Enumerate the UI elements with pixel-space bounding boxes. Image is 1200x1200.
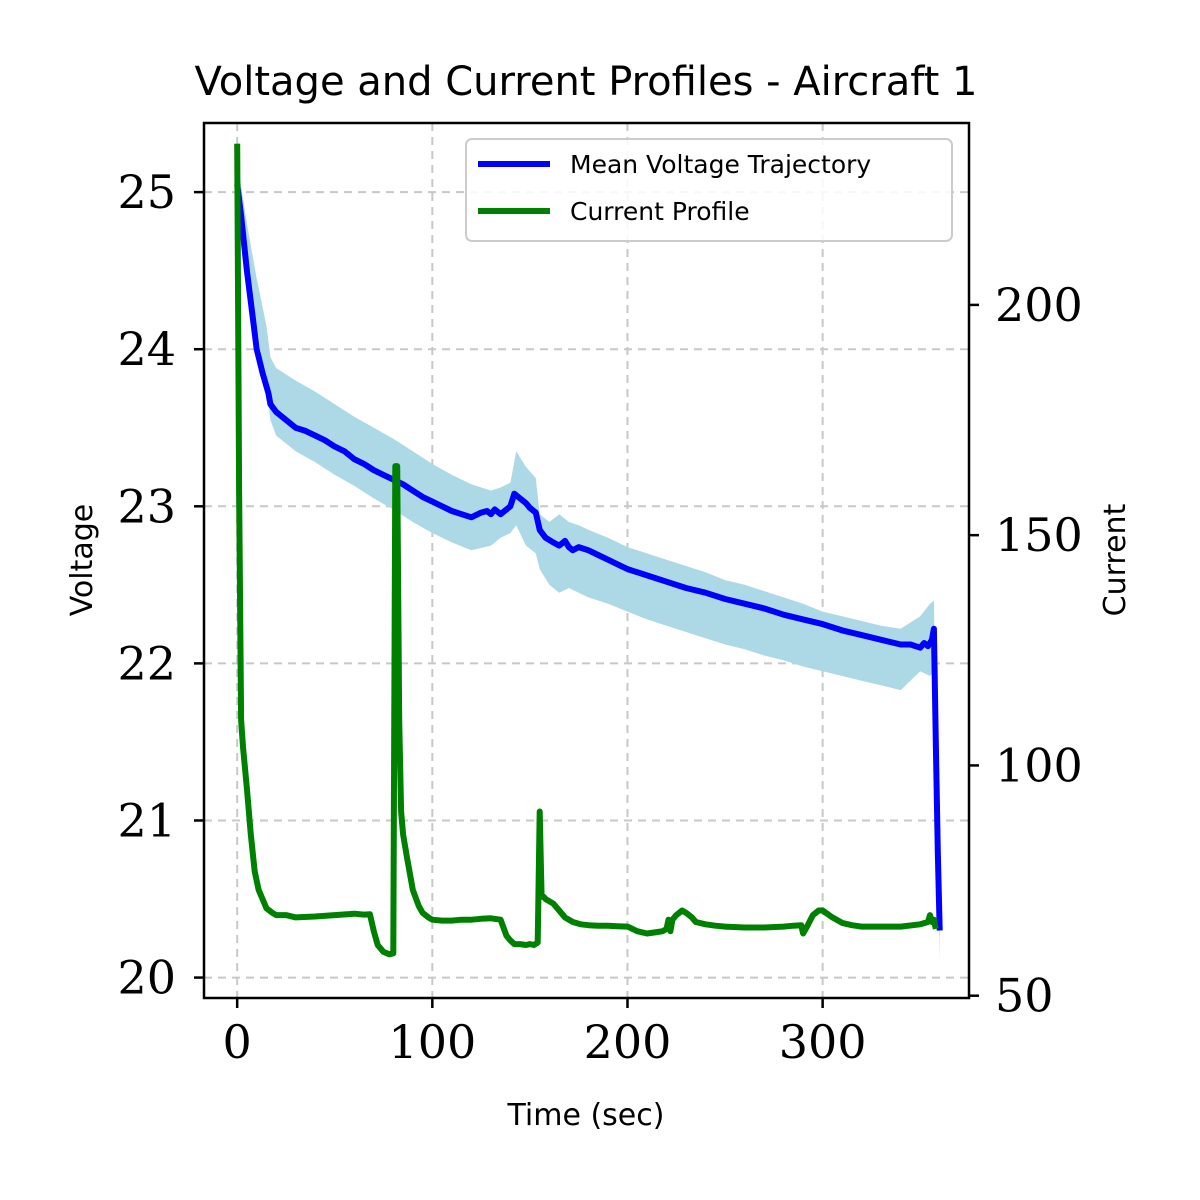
y-tick-label: 23 (117, 479, 176, 533)
legend-box (465, 138, 953, 242)
y2-tick-label: 50 (995, 969, 1054, 1023)
x-tick-label: 100 (388, 1015, 476, 1069)
y-tick-label: 24 (117, 322, 176, 376)
mean-voltage-line (234, 183, 943, 931)
x-axis: 0 100 200 300 (223, 998, 867, 1069)
x-axis-label: Time (sec) (507, 1098, 665, 1133)
y-tick-label: 21 (117, 793, 176, 847)
y2-axis-label: Current (1098, 503, 1133, 616)
y-tick-label: 20 (117, 951, 176, 1005)
chart-title: Voltage and Current Profiles - Aircraft … (195, 59, 978, 105)
current-profile-line (234, 143, 939, 958)
y-axis-label: Voltage (65, 504, 100, 617)
y-tick-label: 25 (117, 165, 176, 219)
legend-label-current: Current Profile (570, 197, 750, 226)
y-axis-right: 50 100 150 200 (969, 278, 1083, 1023)
voltage-band (237, 160, 940, 962)
plot-frame (202, 121, 971, 1000)
x-tick-label: 200 (584, 1015, 672, 1069)
y-tick-label: 22 (117, 636, 176, 690)
y2-tick-label: 200 (995, 278, 1083, 332)
y2-tick-label: 150 (995, 508, 1083, 562)
y-axis-left: 20 21 22 23 24 25 (117, 165, 204, 1005)
legend: Mean Voltage Trajectory Current Profile (465, 138, 953, 242)
legend-label-voltage: Mean Voltage Trajectory (570, 150, 871, 179)
x-tick-label: 300 (779, 1015, 867, 1069)
y2-tick-label: 100 (995, 738, 1083, 792)
x-tick-label: 0 (223, 1015, 252, 1069)
